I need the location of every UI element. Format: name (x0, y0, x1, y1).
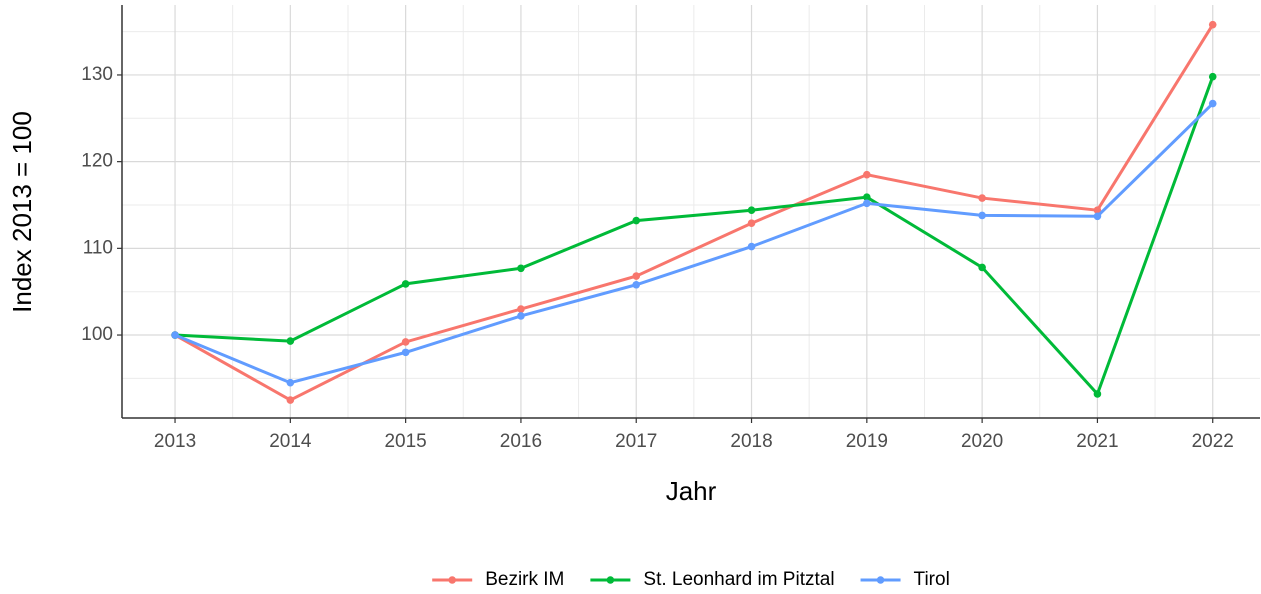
data-point (747, 206, 756, 214)
data-point (286, 396, 295, 404)
y-tick-label: 130 (81, 64, 113, 85)
data-point (978, 211, 986, 220)
data-point (286, 378, 295, 387)
data-point (1208, 72, 1217, 81)
data-point (286, 337, 295, 345)
x-tick-label: 2016 (500, 431, 542, 452)
grid (122, 5, 1260, 418)
data-point (1093, 390, 1102, 398)
legend: Bezirk IM St. Leonhard im Pitztal Tirol (432, 569, 950, 590)
data-point (517, 305, 525, 313)
data-point (401, 348, 410, 357)
x-axis-title: Jahr (666, 476, 717, 506)
legend-item: Bezirk IM (432, 569, 564, 590)
y-tick-label: 100 (81, 324, 113, 345)
x-tick-label: 2021 (1076, 431, 1118, 452)
series-line (174, 76, 1215, 397)
data-point (747, 242, 756, 251)
y-axis-title: Index 2013 = 100 (7, 111, 37, 313)
data-point (1208, 99, 1217, 108)
data-point (863, 199, 871, 208)
x-tick-label: 2015 (384, 431, 426, 452)
data-point (632, 216, 641, 225)
data-point (978, 263, 986, 272)
x-tick-label: 2019 (846, 431, 888, 452)
data-point (863, 170, 871, 179)
legend-item: Tirol (860, 569, 950, 590)
legend-item: St. Leonhard im Pitztal (590, 569, 835, 590)
y-tick-label: 110 (83, 237, 113, 258)
legend-swatch-point (448, 576, 457, 584)
data-point (747, 219, 756, 228)
y-tick-label: 120 (81, 151, 113, 172)
data-point (517, 264, 525, 273)
x-tick-label: 2014 (269, 431, 312, 452)
data-point (1093, 206, 1102, 214)
data-point (401, 280, 410, 288)
legend-label: St. Leonhard im Pitztal (643, 569, 834, 590)
data-point (171, 331, 179, 339)
data-point (632, 280, 641, 289)
x-tick-label: 2020 (961, 431, 1003, 452)
series-line (174, 102, 1214, 385)
data-point (978, 194, 986, 202)
data-point (401, 338, 410, 346)
legend-label: Bezirk IM (485, 569, 564, 590)
x-tick-label: 2013 (154, 431, 196, 452)
data-point (632, 272, 641, 280)
data-point (517, 312, 525, 320)
x-tick-label: 2018 (730, 431, 772, 452)
legend-swatch-point (606, 576, 615, 584)
data-point (863, 193, 871, 201)
data-point (1093, 212, 1102, 221)
legend-swatch-point (876, 576, 885, 584)
x-tick-label: 2017 (615, 431, 657, 452)
data-point (1208, 20, 1217, 29)
legend-label: Tirol (914, 569, 950, 590)
x-tick-label: 2022 (1192, 431, 1234, 452)
series-line (174, 23, 1215, 402)
